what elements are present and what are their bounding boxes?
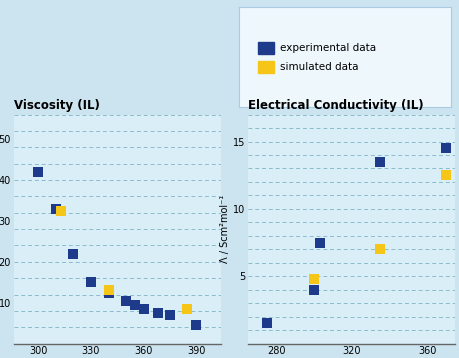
Point <box>70 251 77 257</box>
Point <box>263 321 270 326</box>
Point <box>52 206 60 212</box>
Point <box>166 312 173 318</box>
Y-axis label: Λ / Scm²mol⁻¹: Λ / Scm²mol⁻¹ <box>220 195 230 263</box>
Point <box>442 145 449 151</box>
Point <box>105 290 112 295</box>
Point <box>57 208 65 214</box>
Point <box>442 172 449 178</box>
Point <box>192 323 200 328</box>
Point <box>154 310 161 316</box>
Text: Electrical Conductivity (IL): Electrical Conductivity (IL) <box>248 99 423 112</box>
Point <box>310 276 317 282</box>
Point <box>310 287 317 292</box>
Point <box>375 246 383 252</box>
Point <box>131 302 138 308</box>
Legend: experimental data, simulated data: experimental data, simulated data <box>252 37 381 78</box>
Point <box>184 306 191 312</box>
Point <box>375 159 383 165</box>
Point <box>34 169 42 175</box>
Point <box>140 306 147 312</box>
Point <box>105 287 112 293</box>
Text: Viscosity (IL): Viscosity (IL) <box>14 99 100 112</box>
Point <box>122 298 129 304</box>
Point <box>315 240 323 246</box>
Point <box>87 280 95 285</box>
